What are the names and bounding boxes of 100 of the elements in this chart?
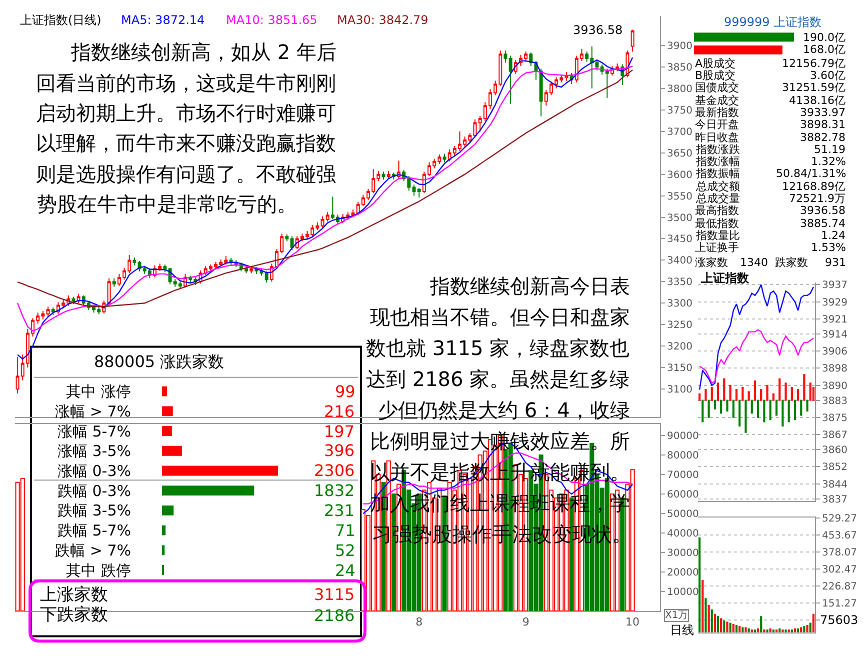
y-tick-label: 3750: [667, 105, 692, 116]
y-tick-label: 3937: [822, 280, 848, 292]
y-tick-label: 70000: [667, 470, 699, 482]
text: 指数量比: [695, 229, 740, 242]
candlestick: [112, 278, 116, 288]
y-tick-label: 3650: [667, 148, 692, 160]
text: B股成交: [695, 69, 736, 82]
annotation: 3936.58: [573, 23, 623, 37]
text: 指数涨幅: [695, 155, 740, 168]
bar: [162, 545, 165, 556]
y-tick-label: 3898: [822, 364, 848, 375]
y-tick-label: 3250: [667, 320, 692, 332]
annotation: 回看当前的市场，这或是牛市刚刚: [36, 71, 336, 95]
text: 931: [825, 256, 846, 269]
candlestick: [386, 170, 390, 180]
annotation: 则是选股操作有问题了。不敢碰强: [36, 162, 336, 186]
y-tick-label: 3867: [822, 430, 848, 442]
text: 国债成交: [695, 81, 739, 94]
y-tick-label: 3844: [822, 479, 848, 490]
y-tick-label: 涨幅 5-7%: [57, 422, 131, 440]
candlestick: [504, 50, 508, 64]
annotation: 指数继续创新高今日表: [429, 274, 630, 298]
data-label: 190.0亿: [803, 31, 846, 44]
candlestick: [417, 188, 421, 198]
y-tick-label: 3300: [667, 298, 692, 310]
y-tick-label: 151.27: [822, 598, 857, 610]
annotation: 以理解，而牛市来不赚没跑赢指数: [36, 131, 336, 155]
text: 最高指数: [695, 204, 739, 217]
data-label: 197: [324, 422, 355, 441]
x-tick-label: 9: [522, 615, 530, 628]
y-tick-label: 453.67: [822, 530, 857, 542]
candlestick: [46, 306, 50, 318]
y-tick-label: 涨幅 > 7%: [55, 402, 131, 420]
x-tick-label: 8: [416, 615, 423, 628]
candlestick: [290, 236, 294, 250]
y-axis-title: X1万: [665, 610, 688, 621]
text: 最新指数: [695, 106, 739, 119]
y-tick-label: 20000: [667, 568, 699, 579]
y-tick-label: 3837: [822, 494, 848, 506]
data-label: 396: [324, 441, 355, 460]
data-label: 168.0亿: [803, 43, 846, 56]
y-tick-label: 跌幅 3-5%: [57, 502, 131, 520]
y-tick-label: 3852: [822, 462, 848, 474]
y-tick-label: 529.27: [822, 513, 857, 524]
candlestick: [107, 278, 111, 304]
line-series: [698, 284, 814, 390]
y-tick-label: 3921: [822, 314, 848, 326]
text: MA30: 3842.79: [337, 13, 428, 27]
candlestick: [163, 264, 167, 273]
bar: [162, 486, 254, 496]
text: 基金成交: [695, 94, 739, 107]
chart-title: 上证指数(日线): [20, 13, 102, 27]
data-label: 1832: [314, 481, 355, 500]
y-tick-label: 302.47: [822, 564, 857, 576]
data-label: 216: [324, 402, 355, 421]
text: MA10: 3851.65: [226, 13, 318, 27]
text: 1.32%: [811, 155, 846, 168]
text: 指数涨跌: [695, 143, 740, 156]
y-tick-label: 3200: [667, 342, 692, 353]
candlestick: [508, 55, 512, 104]
y-tick-label: 其中 涨停: [66, 382, 131, 401]
y-tick-label: 3900: [667, 40, 692, 52]
bar: [162, 525, 166, 536]
text: A股成交: [695, 57, 736, 70]
y-tick-label: 60000: [667, 490, 699, 501]
y-tick-label: 3860: [822, 445, 848, 456]
y-tick-label: 3906: [822, 346, 848, 358]
y-tick-label: 跌幅 > 7%: [55, 541, 131, 560]
candlestick: [529, 52, 533, 67]
data-label: 2306: [314, 461, 355, 480]
annotation: 3115: [314, 585, 355, 604]
text: 50.84/1.31%: [776, 167, 846, 180]
text: 上证换手: [695, 241, 739, 254]
text: 999999 上证指数: [724, 15, 822, 29]
y-tick-label: 其中 跌停: [66, 561, 131, 580]
text: 3.60亿: [810, 69, 846, 82]
candlestick: [132, 257, 136, 266]
chart-title: 上证指数: [700, 271, 750, 285]
text: 3885.74: [800, 217, 846, 230]
bar: [162, 406, 173, 416]
y-tick-label: 3800: [667, 84, 692, 95]
y-tick-label: 跌幅 5-7%: [57, 522, 131, 540]
data-label: 99: [335, 382, 356, 401]
bar: [162, 426, 172, 436]
y-tick-label: 30000: [667, 548, 699, 560]
text: 12168.89亿: [782, 180, 846, 193]
candlestick: [285, 234, 289, 242]
y-tick-label: 3883: [822, 396, 848, 407]
text: 涨家数: [695, 256, 728, 269]
y-tick-label: 3550: [667, 191, 692, 202]
y-tick-label: 跌幅 0-3%: [57, 482, 131, 500]
data-label: 24: [335, 561, 356, 580]
candlestick: [72, 296, 76, 304]
y-tick-label: 10000: [667, 587, 699, 598]
annotation: 指数继续创新高，如从 2 年后: [70, 40, 336, 64]
bar: [162, 466, 278, 476]
text: 跌家数: [775, 256, 808, 269]
text: 1.53%: [811, 241, 846, 254]
y-tick-label: 226.87: [822, 581, 857, 592]
bar: [162, 505, 174, 516]
